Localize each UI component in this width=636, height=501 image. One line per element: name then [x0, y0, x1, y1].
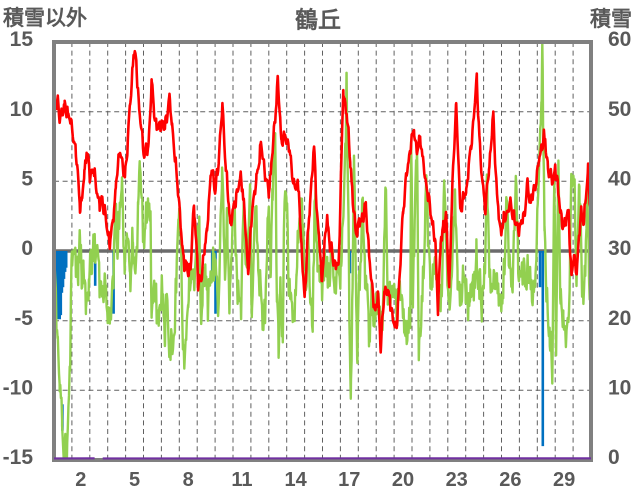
svg-text:50: 50	[608, 98, 631, 121]
svg-text:11: 11	[231, 469, 252, 491]
svg-text:23: 23	[446, 469, 468, 491]
svg-text:5: 5	[129, 469, 140, 491]
svg-text:鶴丘: 鶴丘	[295, 7, 341, 33]
svg-text:0: 0	[608, 446, 620, 469]
svg-text:17: 17	[338, 469, 360, 491]
svg-text:26: 26	[499, 469, 521, 491]
svg-text:0: 0	[21, 237, 33, 260]
svg-text:40: 40	[608, 168, 631, 191]
svg-text:10: 10	[608, 377, 631, 400]
svg-text:8: 8	[183, 469, 194, 491]
svg-text:-5: -5	[14, 307, 33, 330]
svg-text:20: 20	[608, 307, 631, 330]
svg-text:積雪以外: 積雪以外	[3, 6, 87, 30]
svg-text:積雪: 積雪	[590, 8, 632, 31]
svg-text:5: 5	[21, 168, 33, 191]
svg-text:-15: -15	[3, 446, 34, 469]
svg-text:20: 20	[392, 469, 414, 491]
svg-text:29: 29	[553, 469, 575, 491]
svg-text:-10: -10	[3, 377, 33, 400]
svg-text:2: 2	[75, 469, 86, 491]
svg-text:15: 15	[10, 28, 34, 51]
svg-text:14: 14	[284, 469, 307, 491]
svg-text:60: 60	[608, 28, 631, 51]
svg-text:10: 10	[10, 98, 33, 121]
svg-text:30: 30	[608, 237, 631, 260]
